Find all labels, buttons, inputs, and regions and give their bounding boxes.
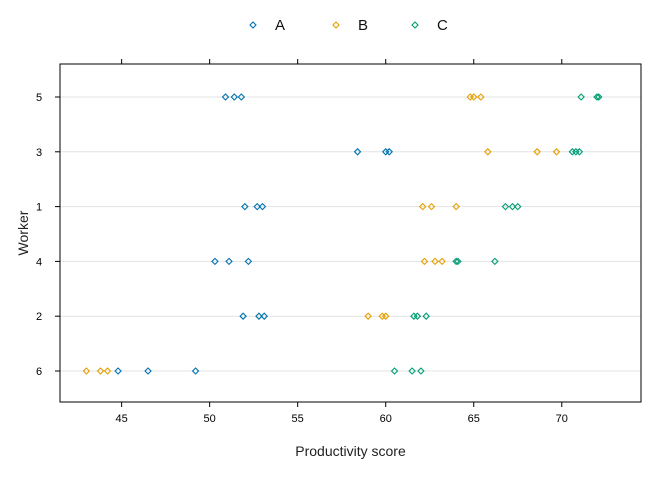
point-C-worker-3: [575, 148, 584, 156]
y-tick-label: 3: [36, 147, 42, 159]
x-tick-label: 70: [556, 413, 568, 425]
point-B-worker-4: [438, 257, 446, 266]
point-C-worker-6: [417, 367, 425, 375]
point-C-worker-1: [501, 202, 510, 211]
legend-marker-B: [332, 21, 340, 29]
point-B-worker-1: [452, 202, 460, 211]
x-axis-title: Productivity score: [295, 443, 406, 459]
point-C-worker-5: [577, 93, 585, 101]
point-C-worker-4: [454, 257, 462, 266]
point-B-worker-3: [484, 148, 492, 156]
point-A-worker-2: [255, 312, 263, 320]
point-C-worker-2: [413, 312, 422, 320]
x-tick-label: 50: [204, 413, 216, 425]
point-A-worker-1: [258, 202, 267, 211]
point-A-worker-3: [385, 148, 394, 156]
legend-marker-C: [411, 21, 419, 29]
point-C-worker-4: [491, 257, 499, 266]
point-B-worker-5: [477, 93, 485, 101]
point-B-worker-1: [418, 202, 427, 211]
point-C-worker-1: [513, 202, 522, 211]
point-C-worker-5: [594, 93, 603, 101]
y-tick-label: 5: [36, 92, 42, 104]
y-axis-title: Worker: [15, 210, 31, 255]
point-C-worker-1: [508, 202, 517, 211]
point-A-worker-2: [260, 312, 269, 320]
axes: 5 3 1 4 2 6 45 50 55 60 65 70: [36, 59, 568, 425]
plot-panel: [59, 63, 642, 403]
point-B-worker-3: [552, 148, 561, 156]
legend-label-B: B: [358, 17, 368, 34]
point-B-worker-2: [364, 312, 372, 320]
legend-marker-A: [249, 21, 257, 29]
point-C-worker-4: [452, 257, 460, 266]
point-B-worker-4: [431, 257, 439, 266]
x-tick-label: 55: [292, 413, 304, 425]
point-A-worker-5: [237, 93, 246, 101]
x-tick-label: 60: [380, 413, 392, 425]
x-tick-label: 65: [468, 413, 480, 425]
point-A-worker-1: [241, 202, 249, 211]
y-tick-label: 2: [36, 311, 42, 323]
point-B-worker-2: [381, 312, 390, 320]
point-A-worker-6: [144, 367, 152, 375]
point-A-worker-5: [221, 93, 230, 101]
point-A-worker-3: [353, 148, 362, 156]
y-tick-label: 1: [36, 202, 42, 214]
point-C-worker-5: [593, 93, 601, 101]
point-B-worker-3: [533, 148, 541, 156]
x-tick-label: 45: [115, 413, 127, 425]
point-B-worker-6: [96, 367, 105, 375]
legend-label-C: C: [437, 17, 448, 34]
data-points: [82, 93, 603, 375]
point-A-worker-4: [211, 257, 219, 266]
point-C-worker-6: [408, 367, 416, 375]
point-C-worker-6: [390, 367, 399, 375]
point-B-worker-6: [103, 367, 112, 375]
y-tick-label: 6: [36, 366, 42, 378]
point-A-worker-4: [225, 257, 233, 266]
point-B-worker-5: [469, 93, 478, 101]
point-A-worker-6: [114, 367, 122, 375]
point-B-worker-1: [427, 202, 436, 211]
legend: A B C: [249, 17, 448, 34]
gridlines: [60, 96, 641, 372]
point-A-worker-6: [191, 367, 200, 375]
point-A-worker-1: [253, 202, 261, 211]
point-A-worker-2: [239, 312, 247, 320]
point-B-worker-4: [420, 257, 429, 266]
point-C-worker-2: [422, 312, 430, 320]
point-A-worker-4: [244, 257, 253, 266]
point-A-worker-5: [230, 93, 239, 101]
point-B-worker-6: [82, 367, 91, 375]
y-tick-label: 4: [36, 256, 42, 268]
legend-label-A: A: [275, 17, 285, 34]
